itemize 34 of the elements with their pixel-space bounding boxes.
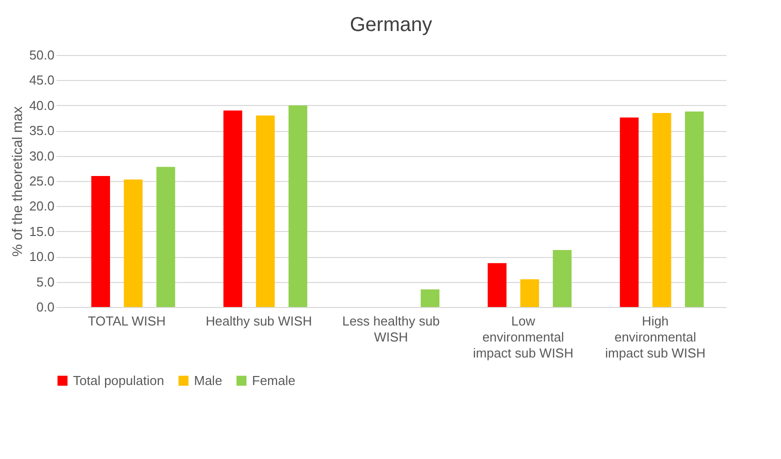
chart-title: Germany <box>350 14 432 36</box>
y-tick-label: 25.0 <box>29 174 54 188</box>
y-tick-label: 40.0 <box>29 98 54 113</box>
x-tick-label: High environmental impact sub WISH <box>605 314 706 360</box>
y-tick-label: 15.0 <box>29 224 54 239</box>
x-tick-label: Low environmental impact sub WISH <box>472 314 574 360</box>
bar <box>420 289 440 307</box>
y-tick-label: 10.0 <box>29 249 54 264</box>
bar <box>620 117 639 307</box>
x-tick-label: Less healthy sub WISH <box>342 314 440 344</box>
y-tick-label: 35.0 <box>29 123 54 138</box>
y-tick-label: 30.0 <box>29 148 54 164</box>
bar <box>684 111 704 307</box>
x-tick-label: TOTAL WISH <box>88 314 166 328</box>
legend-label: Male <box>194 372 222 388</box>
y-axis-title: % of the theoretical max <box>9 106 26 257</box>
bar <box>652 112 672 307</box>
y-tick-label: 5.0 <box>36 274 54 290</box>
bar <box>552 250 572 307</box>
bar <box>124 179 143 307</box>
bar <box>520 279 540 307</box>
bar <box>256 115 275 307</box>
bar <box>288 105 308 307</box>
bar <box>156 166 176 307</box>
bar <box>488 263 506 307</box>
x-tick-label: Healthy sub WISH <box>206 314 312 328</box>
legend-label: Female <box>252 372 296 388</box>
y-tick-label: 20.0 <box>29 198 54 214</box>
bar <box>91 176 110 307</box>
y-tick-label: 50.0 <box>29 48 54 62</box>
bar <box>223 110 242 307</box>
y-tick-label: 45.0 <box>29 72 54 88</box>
y-tick-label: 0.0 <box>36 300 54 314</box>
legend-label: Total population <box>73 372 164 388</box>
